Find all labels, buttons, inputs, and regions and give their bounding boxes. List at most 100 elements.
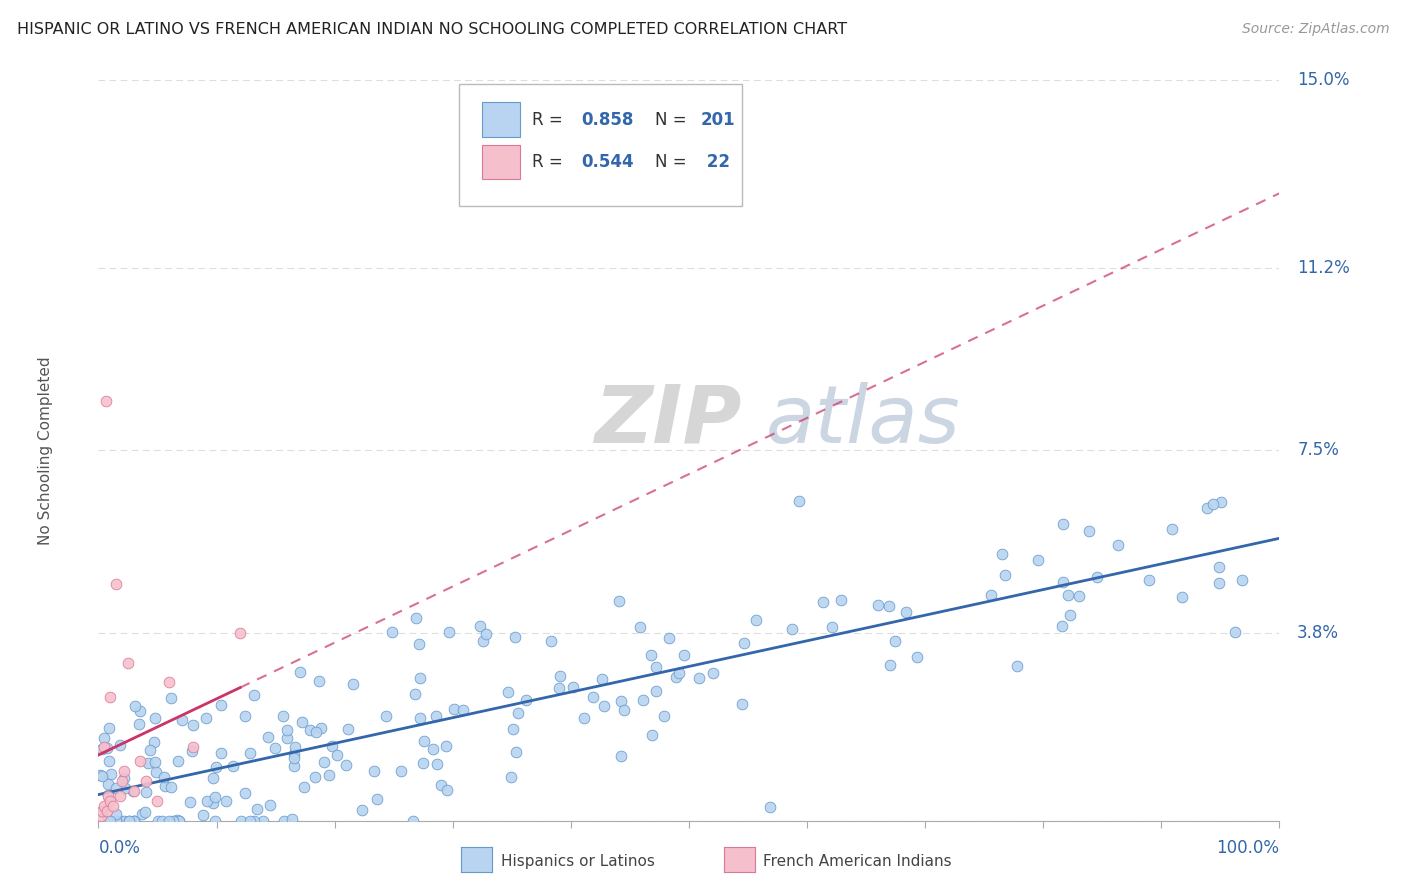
Point — [276, 731, 298, 746]
Point — [780, 622, 803, 636]
Point — [548, 669, 571, 683]
Text: 7.5%: 7.5% — [1298, 442, 1339, 459]
Text: 22: 22 — [700, 153, 730, 170]
Text: Hispanics or Latinos: Hispanics or Latinos — [501, 855, 654, 869]
Point — [437, 625, 460, 640]
Point — [879, 658, 901, 673]
Point — [582, 690, 605, 704]
Point — [110, 814, 132, 828]
Point — [475, 627, 498, 641]
Point — [263, 740, 285, 755]
Point — [91, 769, 114, 783]
Point — [503, 630, 526, 644]
Point — [146, 794, 169, 808]
Text: 0.858: 0.858 — [582, 111, 634, 128]
Point — [1208, 560, 1230, 574]
Point — [430, 778, 453, 792]
Point — [409, 671, 432, 685]
Point — [318, 768, 340, 782]
Point — [122, 814, 145, 828]
Point — [434, 739, 457, 754]
Point — [108, 789, 131, 803]
Point — [408, 711, 430, 725]
Point — [652, 709, 675, 723]
FancyBboxPatch shape — [482, 145, 520, 178]
Point — [326, 748, 349, 763]
Point — [179, 795, 201, 809]
Point — [167, 754, 190, 768]
Text: 0.544: 0.544 — [582, 153, 634, 170]
Point — [90, 742, 112, 756]
Text: 11.2%: 11.2% — [1298, 259, 1350, 277]
Point — [201, 771, 224, 785]
Point — [905, 650, 928, 665]
Point — [124, 814, 146, 828]
Text: N =: N = — [655, 153, 692, 170]
Point — [1059, 608, 1081, 623]
Text: 201: 201 — [700, 111, 735, 128]
Point — [422, 741, 444, 756]
Point — [96, 804, 118, 818]
Text: 15.0%: 15.0% — [1298, 71, 1350, 89]
Point — [811, 595, 834, 609]
Point — [104, 814, 127, 828]
Point — [159, 780, 181, 794]
Point — [93, 798, 115, 813]
Point — [375, 708, 398, 723]
Point — [633, 693, 655, 707]
Point — [548, 681, 571, 696]
Point — [155, 779, 177, 793]
Point — [733, 636, 755, 650]
Point — [640, 648, 662, 663]
Text: French American Indians: French American Indians — [763, 855, 952, 869]
Point — [1202, 497, 1225, 511]
Point — [167, 814, 190, 828]
Point — [94, 394, 117, 409]
Point — [1052, 619, 1074, 633]
Point — [335, 758, 357, 772]
Point — [471, 634, 494, 648]
Text: 100.0%: 100.0% — [1216, 839, 1279, 857]
Point — [100, 767, 122, 781]
Point — [166, 814, 188, 828]
Point — [205, 759, 228, 773]
Point — [1078, 524, 1101, 538]
Point — [112, 771, 135, 785]
Text: atlas: atlas — [766, 382, 960, 460]
Point — [229, 626, 252, 640]
Point — [668, 665, 690, 680]
Point — [312, 756, 335, 770]
Point — [443, 702, 465, 716]
Point — [273, 814, 295, 828]
Point — [1171, 590, 1194, 604]
Point — [613, 703, 636, 717]
Point — [152, 770, 174, 784]
Point — [1230, 574, 1253, 588]
Text: 0.0%: 0.0% — [98, 839, 141, 857]
Point — [97, 814, 120, 828]
Point — [145, 755, 167, 769]
Point — [90, 805, 112, 819]
Point — [628, 620, 651, 634]
Point — [105, 576, 128, 591]
Point — [645, 684, 668, 698]
Point — [1209, 495, 1232, 509]
Point — [112, 814, 135, 828]
Point — [259, 798, 281, 813]
Point — [363, 764, 385, 778]
Point — [453, 703, 475, 717]
Point — [117, 656, 139, 670]
Point — [1160, 522, 1182, 536]
Text: No Schooling Completed: No Schooling Completed — [38, 356, 53, 545]
Point — [402, 814, 425, 828]
Point — [257, 731, 280, 745]
Point — [128, 755, 150, 769]
Point — [304, 770, 326, 784]
Point — [281, 812, 304, 826]
Point — [122, 784, 145, 798]
Point — [540, 633, 562, 648]
Point — [138, 743, 160, 757]
Point — [128, 717, 150, 731]
Text: HISPANIC OR LATINO VS FRENCH AMERICAN INDIAN NO SCHOOLING COMPLETED CORRELATION : HISPANIC OR LATINO VS FRENCH AMERICAN IN… — [17, 22, 846, 37]
Point — [405, 611, 427, 625]
